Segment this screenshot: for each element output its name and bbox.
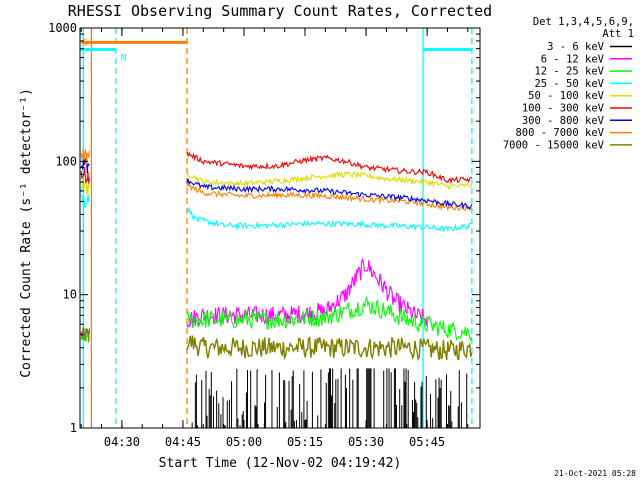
axes: 1 10 100 1000 04:30 04:45 05:00 05:15 05:30 05:45 bbox=[48, 21, 481, 449]
series-line-3 bbox=[186, 206, 473, 233]
legend-label: 12 - 25 keV bbox=[534, 66, 604, 78]
x-tick-label: 05:15 bbox=[287, 435, 323, 449]
legend-label: 100 - 300 keV bbox=[522, 103, 605, 115]
series-pregap bbox=[80, 158, 90, 174]
plot-area: SN bbox=[80, 28, 473, 428]
flag-label: N bbox=[120, 52, 126, 63]
series-line-1 bbox=[186, 257, 428, 329]
series-pregap bbox=[80, 148, 90, 165]
flag-label: S bbox=[82, 37, 88, 48]
x-tick-label: 05:30 bbox=[348, 435, 384, 449]
plot-frame bbox=[79, 27, 481, 429]
x-tick-label: 04:45 bbox=[165, 435, 201, 449]
legend-label: 300 - 800 keV bbox=[522, 115, 605, 127]
legend-header-att: Att 1 bbox=[602, 28, 634, 40]
legend-label: 3 - 6 keV bbox=[547, 41, 605, 53]
legend-label: 800 - 7000 keV bbox=[515, 127, 604, 139]
y-axis-label: Corrected Count Rate (s⁻¹ detector⁻¹) bbox=[19, 88, 34, 378]
y-tick-label: 1000 bbox=[48, 21, 77, 35]
series-line-7 bbox=[186, 181, 473, 212]
y-tick-label: 100 bbox=[55, 154, 77, 168]
series-line-5 bbox=[186, 151, 473, 185]
series-line-8 bbox=[186, 335, 473, 362]
x-tick-label: 05:45 bbox=[409, 435, 445, 449]
x-tick-label: 05:00 bbox=[226, 435, 262, 449]
legend-label: 25 - 50 keV bbox=[534, 78, 604, 90]
x-tick-label: 04:30 bbox=[104, 435, 140, 449]
series-pregap bbox=[80, 193, 90, 209]
legend-label: 50 - 100 keV bbox=[528, 90, 605, 102]
x-axis-label: Start Time (12-Nov-02 04:19:42) bbox=[159, 456, 402, 471]
series-pregap bbox=[80, 326, 90, 343]
series-line-6 bbox=[186, 178, 473, 210]
series-line-4 bbox=[186, 170, 473, 190]
chart-title: RHESSI Observing Summary Count Rates, Co… bbox=[68, 2, 492, 20]
y-tick-label: 1 bbox=[70, 421, 77, 435]
series-pregap bbox=[80, 166, 90, 184]
y-tick-label: 10 bbox=[63, 288, 77, 302]
legend-label: 6 - 12 keV bbox=[541, 53, 605, 65]
series-line-2 bbox=[186, 295, 473, 342]
footer-date: 21-Oct-2021 05:28 bbox=[554, 469, 636, 478]
legend-label: 7000 - 15000 keV bbox=[503, 139, 605, 151]
legend-header: Det 1,3,4,5,6,9, bbox=[533, 16, 634, 28]
